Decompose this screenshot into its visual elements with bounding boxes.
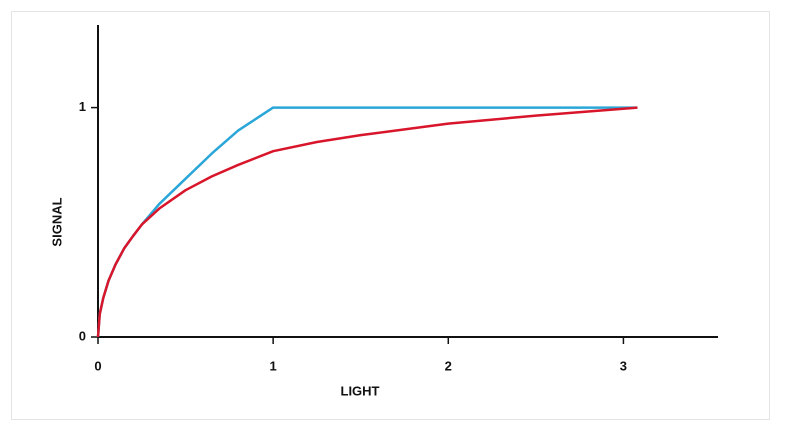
x-axis-label: LIGHT xyxy=(341,383,380,398)
line-series xyxy=(96,106,638,338)
line-series xyxy=(96,106,638,338)
panel-border xyxy=(11,11,770,420)
y-tick-label: 1 xyxy=(79,99,86,114)
x-tick-label: 1 xyxy=(270,358,277,373)
y-tick-label: 0 xyxy=(79,328,86,343)
y-axis-label: SIGNAL xyxy=(49,197,64,246)
x-tick-label: 2 xyxy=(445,358,452,373)
x-tick-label: 3 xyxy=(620,358,627,373)
x-tick-label: 0 xyxy=(94,358,101,373)
